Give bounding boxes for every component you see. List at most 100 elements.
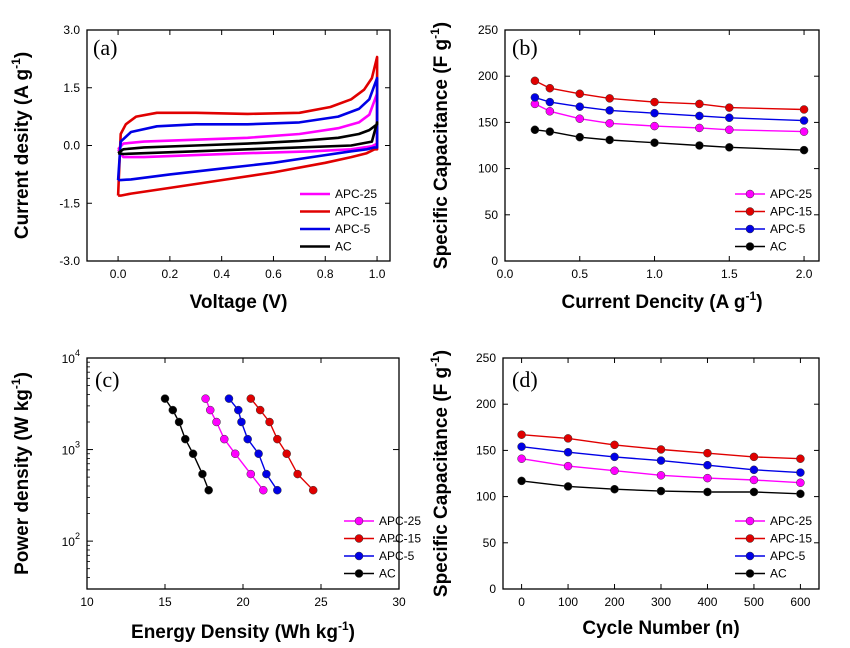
data-point-apc-15 [695,99,704,109]
x-tick-label: 400 [697,595,717,609]
y-tick-label: 50 [485,208,499,222]
y-tick-label: 150 [478,115,498,129]
data-point-ac [610,484,619,494]
x-axis-label: Voltage (V) [190,292,288,313]
data-point-apc-15 [293,469,302,479]
data-point-apc-15 [656,445,666,454]
legend-label: APC-5 [770,549,806,563]
series-line-apc-15 [534,80,805,111]
legend-marker [745,534,755,543]
data-point-apc-25 [605,119,614,128]
y-tick-label: 0 [489,582,496,596]
data-point-apc-25 [517,454,526,463]
y-tick-label: 0.0 [63,139,80,153]
data-point-apc-5 [725,113,734,123]
data-point-apc-15 [563,434,573,443]
legend-label: APC-25 [770,187,812,201]
data-point-apc-15 [703,448,712,458]
data-point-apc-15 [308,485,318,495]
data-point-apc-5 [799,116,809,125]
legend-marker [354,516,364,526]
x-tick-label: 1.5 [721,267,738,281]
legend-label: APC-25 [335,187,377,201]
data-point-apc-15 [246,394,256,403]
y-tick-label: 200 [478,69,498,83]
data-point-ac [563,482,573,491]
data-point-apc-5 [563,447,573,457]
data-point-apc-25 [259,485,268,495]
data-point-apc-25 [656,471,666,480]
x-tick-label: 300 [651,595,671,609]
data-point-apc-25 [799,127,809,136]
y-tick-label: -1.5 [59,196,80,210]
legend-label: APC-25 [379,514,421,528]
data-point-apc-5 [243,434,252,444]
data-point-apc-15 [796,454,805,463]
data-point-ac [198,469,207,479]
data-point-apc-25 [230,449,240,459]
data-point-apc-15 [610,440,619,450]
panel-label: (a) [93,35,117,60]
x-tick-label: 0 [518,595,525,609]
x-axis-label: Cycle Number (n) [582,618,739,639]
data-point-apc-5 [545,97,555,107]
data-point-apc-5 [262,469,271,479]
data-point-apc-5 [575,102,585,111]
data-point-ac [656,486,666,496]
x-tick-label: 100 [558,595,578,609]
x-tick-label: 500 [744,595,764,609]
panel-label: (b) [512,35,538,60]
data-point-apc-15 [265,417,274,427]
data-point-ac [650,138,659,147]
data-point-ac [799,145,809,155]
data-point-ac [695,141,704,150]
data-point-apc-15 [799,105,809,114]
x-tick-label: 30 [392,595,406,609]
legend-label: AC [335,240,352,254]
data-point-apc-15 [605,94,614,103]
data-point-apc-5 [237,417,246,427]
data-point-apc-15 [282,449,291,459]
legend-marker [745,516,755,526]
data-point-apc-25 [563,461,573,471]
data-point-apc-5 [273,485,282,495]
data-point-apc-25 [725,125,734,135]
x-tick-label: 20 [236,595,250,609]
legend-marker [354,551,364,561]
data-point-ac [188,449,198,459]
data-point-apc-15 [517,430,526,439]
data-point-apc-25 [610,466,619,475]
y-axis-label: Power density (W kg-1) [9,372,33,575]
data-point-apc-25 [695,123,704,133]
data-point-apc-25 [650,121,659,131]
legend-label: AC [770,567,787,581]
data-point-ac [168,405,178,415]
data-point-apc-5 [254,449,263,459]
y-tick-label: 200 [476,397,496,411]
series-line-apc-25 [204,398,264,491]
legend-marker [745,207,755,216]
plot-frame [504,29,820,262]
data-point-apc-5 [605,106,614,115]
chart-panel-2: 0.0 0.5 1.0 1.5 2.0 0 50 100 150 200 250 APC-25 APC-… [428,22,820,313]
y-tick-label: 104 [62,348,80,366]
data-point-apc-5 [703,460,712,470]
x-tick-label: 1.0 [646,267,663,281]
data-point-apc-5 [517,442,526,451]
legend-label: AC [770,240,787,254]
y-axis-label: Specific Capacitance (F g-1) [428,22,452,269]
data-point-apc-5 [796,468,805,477]
y-tick-label: 102 [62,531,80,549]
legend-label: APC-5 [770,222,806,236]
data-point-apc-25 [575,114,585,123]
data-point-ac [517,476,526,486]
data-point-ac [725,143,734,152]
y-tick-label: 100 [476,490,496,504]
series-line-ac [534,129,805,151]
data-point-apc-15 [749,452,759,462]
y-axis-label: Specific Capacitance (F g-1) [428,350,452,597]
y-tick-label: -3.0 [59,254,80,268]
data-point-apc-5 [234,405,243,415]
data-point-apc-15 [255,405,265,415]
x-axis-label: Current Dencity (A g-1) [561,289,762,313]
